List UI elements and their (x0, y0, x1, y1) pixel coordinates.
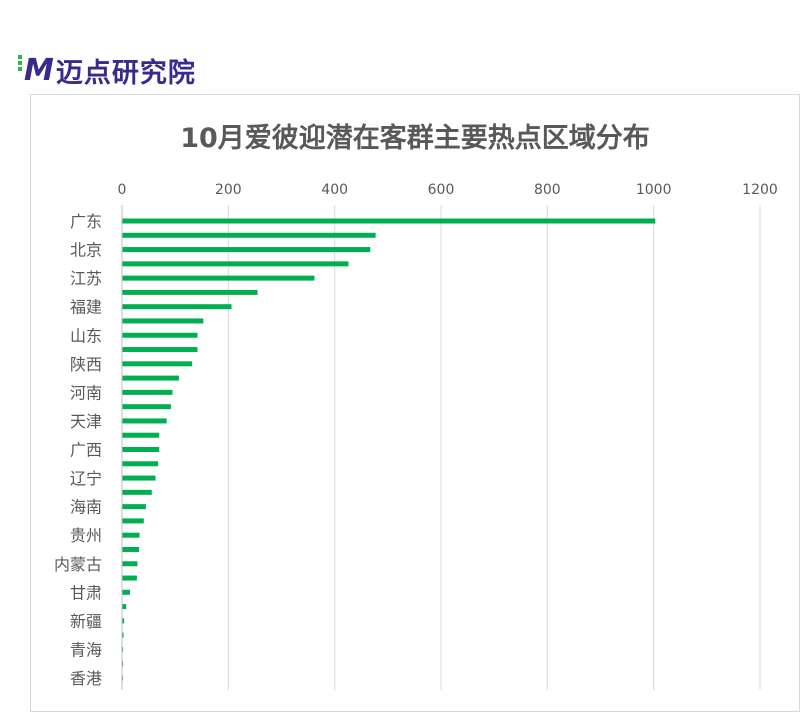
x-tick-label: 0 (118, 182, 127, 198)
bar (122, 432, 160, 438)
brand-logo: M 迈点研究院 (18, 50, 196, 90)
bar (122, 518, 144, 524)
bar (122, 361, 193, 367)
x-tick-label: 400 (321, 182, 348, 198)
bar (122, 475, 156, 481)
bar (122, 275, 315, 281)
bar (122, 447, 160, 452)
bar (122, 575, 137, 581)
bar (122, 332, 198, 338)
bar (122, 532, 140, 538)
bar (122, 546, 140, 552)
x-tick-label: 1200 (742, 182, 778, 198)
y-tick-label: 广西 (70, 441, 102, 460)
y-tick-label: 香港 (70, 669, 102, 688)
bar (122, 389, 173, 395)
y-tick-label: 福建 (70, 298, 102, 317)
bar (122, 418, 167, 424)
bar (122, 289, 258, 295)
x-tick-label: 1000 (636, 182, 672, 198)
bar (122, 618, 125, 624)
x-tick-label: 200 (215, 182, 242, 198)
bar (122, 304, 232, 310)
y-tick-label: 河南 (70, 383, 102, 402)
bar (122, 247, 371, 253)
y-tick-label: 青海 (70, 640, 102, 659)
bar (122, 504, 146, 510)
logo-mark-icon: M (18, 53, 54, 88)
y-tick-label: 北京 (70, 241, 102, 260)
bar (122, 218, 656, 224)
bar (122, 261, 349, 267)
y-tick-label: 内蒙古 (54, 555, 102, 574)
y-tick-label: 辽宁 (70, 469, 102, 488)
bar (122, 646, 124, 652)
y-tick-label: 山东 (70, 326, 102, 345)
bar (122, 561, 138, 567)
bar (122, 589, 130, 595)
bar (122, 404, 171, 410)
chart-frame (30, 94, 800, 712)
y-tick-label: 江苏 (70, 269, 102, 288)
bar (122, 489, 152, 495)
y-tick-label: 贵州 (70, 526, 102, 545)
bar (122, 604, 127, 610)
logo-text: 迈点研究院 (55, 57, 196, 89)
bar (122, 461, 159, 467)
y-tick-label: 新疆 (70, 612, 102, 631)
bar (122, 632, 124, 638)
bar (122, 318, 204, 324)
bar (122, 661, 124, 667)
y-tick-label: 海南 (70, 498, 102, 517)
x-tick-label: 800 (534, 182, 561, 198)
bar (122, 232, 376, 238)
chart-title: 10月爱彼迎潜在客群主要热点区域分布 (180, 123, 650, 154)
y-tick-label: 广东 (70, 212, 102, 231)
y-tick-label: 陕西 (70, 355, 102, 374)
y-tick-label: 天津 (70, 412, 102, 431)
bar (122, 375, 179, 381)
bar (122, 347, 198, 353)
x-tick-label: 600 (428, 182, 455, 198)
y-tick-label: 甘肃 (70, 583, 102, 602)
